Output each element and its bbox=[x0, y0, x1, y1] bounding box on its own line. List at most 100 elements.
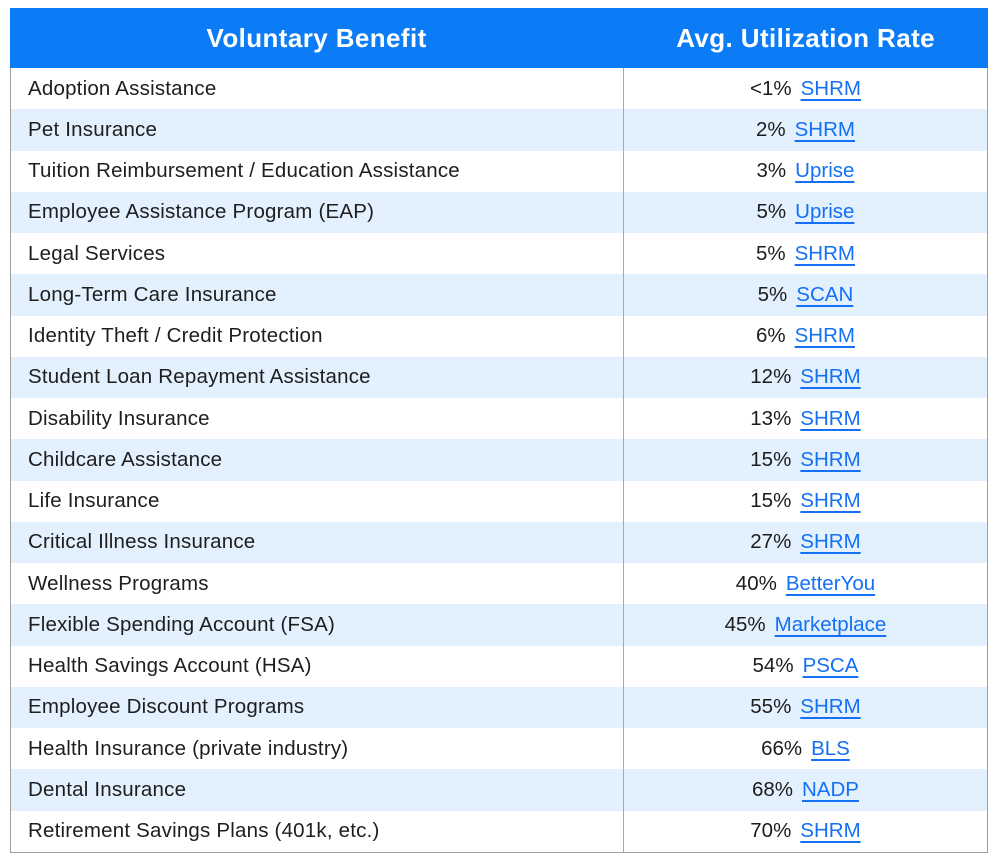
source-link[interactable]: SHRM bbox=[800, 819, 861, 843]
rate-cell: 3% Uprise bbox=[622, 150, 987, 192]
header-voluntary-benefit: Voluntary Benefit bbox=[206, 22, 427, 53]
rate-cell: 5% SHRM bbox=[622, 233, 987, 275]
rate-value: 6% bbox=[755, 324, 786, 348]
rate-value: 45% bbox=[724, 612, 766, 636]
source-link[interactable]: BLS bbox=[811, 736, 850, 760]
table-header: Voluntary Benefit Avg. Utilization Rate bbox=[10, 8, 988, 68]
rate-value: 5% bbox=[755, 241, 786, 265]
table-row: Tuition Reimbursement / Education Assist… bbox=[11, 150, 987, 192]
rate-cell: 15% SHRM bbox=[622, 480, 987, 522]
source-link[interactable]: NADP bbox=[802, 777, 859, 801]
benefit-name: Life Insurance bbox=[28, 489, 160, 513]
rate-cell: 2% SHRM bbox=[622, 109, 987, 151]
benefit-name: Legal Services bbox=[28, 241, 166, 265]
rate-value: 12% bbox=[750, 365, 792, 389]
source-link[interactable]: Marketplace bbox=[774, 612, 887, 636]
source-link[interactable]: SHRM bbox=[800, 76, 861, 100]
rate-value: 66% bbox=[761, 736, 803, 760]
source-link[interactable]: BetterYou bbox=[785, 571, 876, 595]
benefit-name: Pet Insurance bbox=[28, 117, 158, 141]
benefit-name: Wellness Programs bbox=[28, 571, 209, 595]
benefit-name: Dental Insurance bbox=[28, 777, 187, 801]
rate-value: 54% bbox=[752, 654, 794, 678]
benefit-name: Adoption Assistance bbox=[28, 76, 217, 100]
rate-value: 5% bbox=[756, 200, 787, 224]
source-link[interactable]: SHRM bbox=[794, 241, 855, 265]
table-row: Legal Services 5% SHRM bbox=[11, 233, 987, 275]
rate-value: 27% bbox=[750, 530, 792, 554]
rate-value: 15% bbox=[750, 489, 792, 513]
source-link[interactable]: SHRM bbox=[800, 406, 861, 430]
table-row: Adoption Assistance <1% SHRM bbox=[11, 68, 987, 110]
rate-value: 2% bbox=[755, 117, 786, 141]
table-row: Health Insurance (private industry) 66% … bbox=[11, 728, 987, 770]
rate-value: 40% bbox=[735, 571, 777, 595]
source-link[interactable]: SHRM bbox=[800, 530, 861, 554]
table-row: Flexible Spending Account (FSA) 45% Mark… bbox=[11, 604, 987, 646]
table-row: Childcare Assistance 15% SHRM bbox=[11, 439, 987, 481]
rate-value: 68% bbox=[751, 777, 793, 801]
table-row: Critical Illness Insurance 27% SHRM bbox=[11, 521, 987, 563]
benefit-name: Disability Insurance bbox=[28, 406, 210, 430]
benefit-name: Tuition Reimbursement / Education Assist… bbox=[28, 159, 460, 183]
rate-value: 3% bbox=[756, 159, 787, 183]
benefit-name: Long-Term Care Insurance bbox=[28, 282, 277, 306]
table-row: Life Insurance 15% SHRM bbox=[11, 480, 987, 522]
rate-cell: 66% BLS bbox=[622, 728, 987, 770]
rate-cell: 54% PSCA bbox=[622, 645, 987, 687]
table-row: Student Loan Repayment Assistance 12% SH… bbox=[11, 356, 987, 398]
table-row: Retirement Savings Plans (401k, etc.) 70… bbox=[11, 810, 987, 852]
rate-cell: <1% SHRM bbox=[622, 68, 987, 110]
rate-cell: 12% SHRM bbox=[622, 356, 987, 398]
rate-cell: 55% SHRM bbox=[622, 686, 987, 728]
table-row: Disability Insurance 13% SHRM bbox=[11, 398, 987, 440]
benefit-name: Retirement Savings Plans (401k, etc.) bbox=[28, 819, 380, 843]
rate-value: 15% bbox=[750, 447, 792, 471]
table-row: Employee Discount Programs 55% SHRM bbox=[11, 686, 987, 728]
source-link[interactable]: PSCA bbox=[802, 654, 859, 678]
table-row: Employee Assistance Program (EAP) 5% Upr… bbox=[11, 191, 987, 233]
benefit-name: Health Insurance (private industry) bbox=[28, 736, 349, 760]
table-row: Pet Insurance 2% SHRM bbox=[11, 109, 987, 151]
rate-cell: 15% SHRM bbox=[622, 439, 987, 481]
table-row: Wellness Programs 40% BetterYou bbox=[11, 563, 987, 605]
benefit-name: Employee Discount Programs bbox=[28, 695, 305, 719]
table-row: Dental Insurance 68% NADP bbox=[11, 769, 987, 811]
benefit-name: Critical Illness Insurance bbox=[28, 530, 256, 554]
benefits-table: Voluntary Benefit Avg. Utilization Rate … bbox=[10, 8, 988, 853]
rate-value: 55% bbox=[750, 695, 792, 719]
source-link[interactable]: SHRM bbox=[800, 365, 861, 389]
rate-cell: 6% SHRM bbox=[622, 315, 987, 357]
source-link[interactable]: Uprise bbox=[795, 159, 855, 183]
benefit-name: Employee Assistance Program (EAP) bbox=[28, 200, 375, 224]
source-link[interactable]: SHRM bbox=[800, 447, 861, 471]
table-row: Long-Term Care Insurance 5% SCAN bbox=[11, 274, 987, 316]
rate-cell: 5% Uprise bbox=[622, 191, 987, 233]
header-utilization-rate: Avg. Utilization Rate bbox=[676, 22, 935, 53]
rate-cell: 70% SHRM bbox=[622, 810, 987, 852]
table-body: Adoption Assistance <1% SHRM Pet Insuran… bbox=[10, 68, 988, 853]
table-row: Health Savings Account (HSA) 54% PSCA bbox=[11, 645, 987, 687]
source-link[interactable]: SCAN bbox=[796, 282, 854, 306]
rate-cell: 40% BetterYou bbox=[622, 563, 987, 605]
rate-cell: 13% SHRM bbox=[622, 398, 987, 440]
benefit-name: Student Loan Repayment Assistance bbox=[28, 365, 371, 389]
source-link[interactable]: SHRM bbox=[800, 695, 861, 719]
rate-value: 70% bbox=[750, 819, 792, 843]
table-row: Identity Theft / Credit Protection 6% SH… bbox=[11, 315, 987, 357]
source-link[interactable]: SHRM bbox=[794, 324, 855, 348]
source-link[interactable]: SHRM bbox=[794, 117, 855, 141]
source-link[interactable]: Uprise bbox=[795, 200, 855, 224]
rate-cell: 27% SHRM bbox=[622, 521, 987, 563]
rate-value: <1% bbox=[749, 76, 792, 100]
rate-cell: 68% NADP bbox=[622, 769, 987, 811]
rate-value: 5% bbox=[757, 282, 788, 306]
benefit-name: Health Savings Account (HSA) bbox=[28, 654, 312, 678]
rate-cell: 45% Marketplace bbox=[622, 604, 987, 646]
rate-value: 13% bbox=[750, 406, 792, 430]
benefit-name: Childcare Assistance bbox=[28, 447, 223, 471]
source-link[interactable]: SHRM bbox=[800, 489, 861, 513]
benefit-name: Flexible Spending Account (FSA) bbox=[28, 612, 336, 636]
rate-cell: 5% SCAN bbox=[622, 274, 987, 316]
benefit-name: Identity Theft / Credit Protection bbox=[28, 324, 323, 348]
